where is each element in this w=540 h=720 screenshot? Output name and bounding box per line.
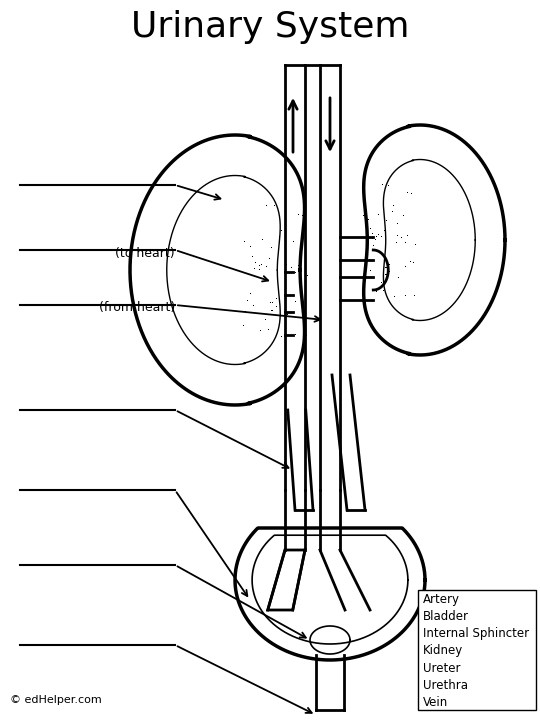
Text: Internal Sphincter: Internal Sphincter <box>423 627 529 640</box>
Text: Kidney: Kidney <box>423 644 463 657</box>
Text: Urethra: Urethra <box>423 679 468 692</box>
Text: Urinary System: Urinary System <box>131 10 409 44</box>
Bar <box>418 590 536 710</box>
Text: Artery: Artery <box>423 593 460 606</box>
Text: (to heart): (to heart) <box>116 246 175 259</box>
Text: Ureter: Ureter <box>423 662 461 675</box>
Text: Bladder: Bladder <box>423 610 469 623</box>
Text: (from heart): (from heart) <box>99 302 175 315</box>
Text: © edHelper.com: © edHelper.com <box>10 695 102 705</box>
Text: Vein: Vein <box>423 696 448 708</box>
